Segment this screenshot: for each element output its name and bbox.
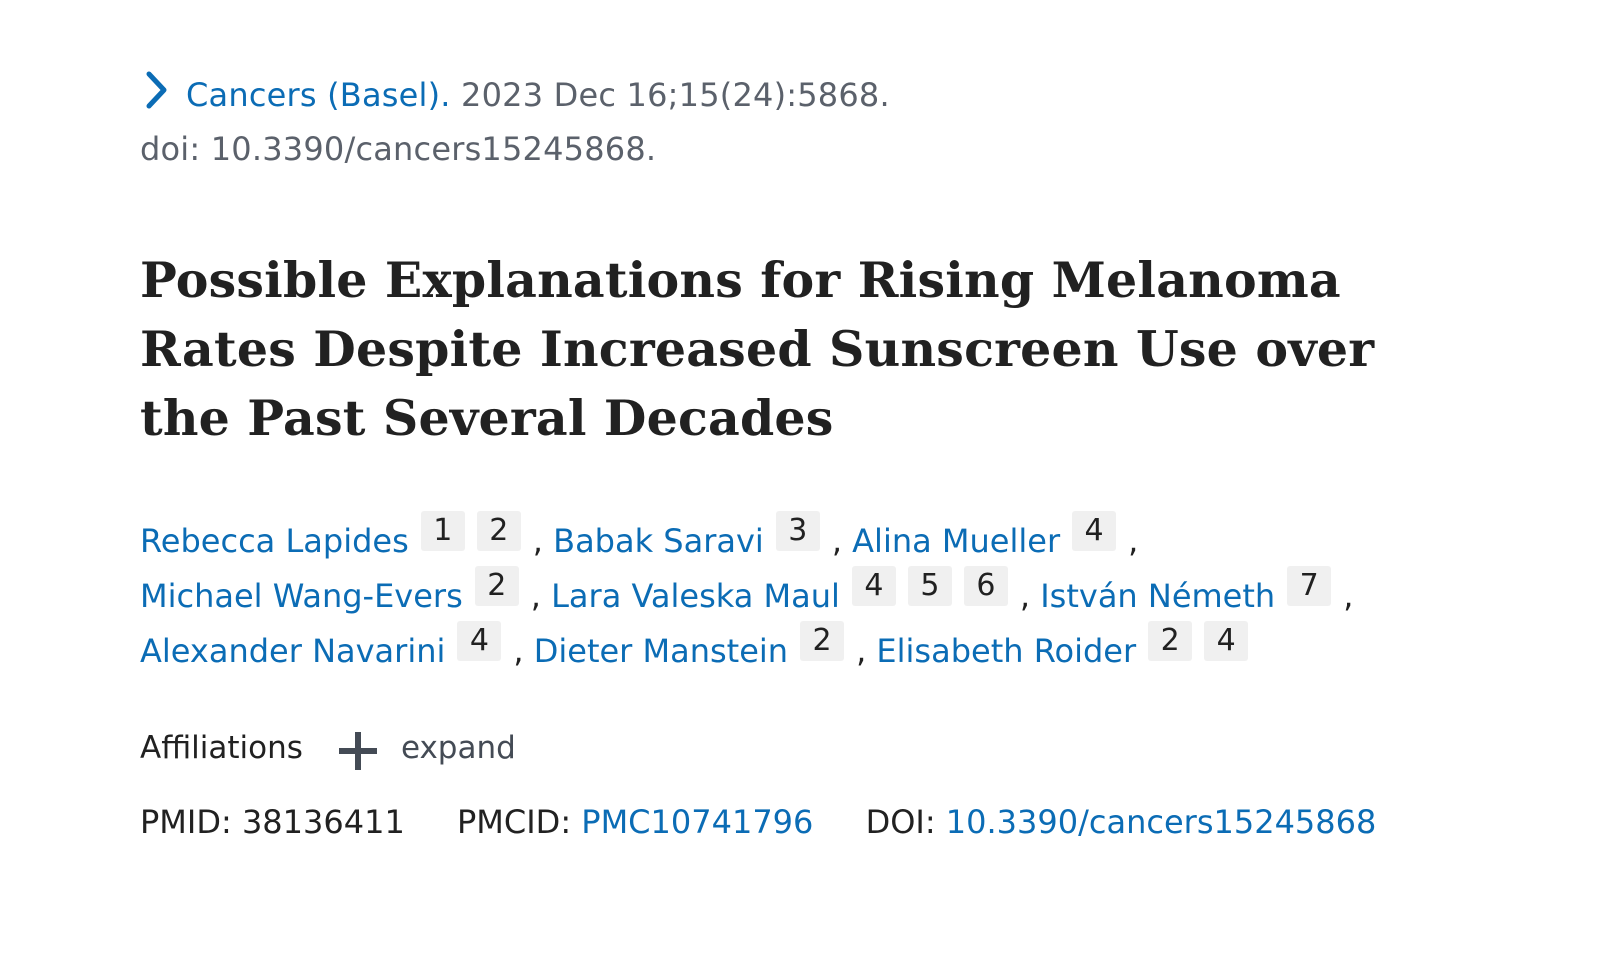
author-name-link[interactable]: Dieter Manstein bbox=[533, 632, 789, 670]
citation-date: 2023 Dec 16;15(24):5868. bbox=[461, 76, 890, 114]
author-item: Michael Wang-Evers 2, bbox=[140, 566, 541, 615]
pmid: PMID: 38136411 bbox=[140, 800, 405, 844]
author-name-link[interactable]: Alexander Navarini bbox=[140, 632, 446, 670]
affiliation-badge[interactable]: 7 bbox=[1287, 566, 1332, 606]
pmcid: PMCID: PMC10741796 bbox=[457, 800, 813, 844]
affiliation-badge[interactable]: 3 bbox=[775, 511, 820, 551]
affiliations-row: Affiliations expand bbox=[140, 726, 1460, 770]
author-separator: , bbox=[513, 632, 524, 670]
affiliation-badge[interactable]: 2 bbox=[474, 566, 519, 606]
author-item: Alina Mueller 4, bbox=[852, 511, 1139, 560]
identifiers-row: PMID: 38136411 PMCID: PMC10741796 DOI: 1… bbox=[140, 800, 1460, 844]
author-item: Rebecca Lapides 1 2, bbox=[140, 511, 543, 560]
article-title: Possible Explanations for Rising Melanom… bbox=[140, 251, 1375, 447]
affiliation-badge[interactable]: 4 bbox=[457, 621, 502, 661]
authors-list: Rebecca Lapides 1 2, Babak Saravi 3, Alina … bbox=[140, 511, 1460, 676]
author-separator: , bbox=[1343, 577, 1354, 615]
affiliation-badge[interactable]: 4 bbox=[1072, 511, 1117, 551]
citation-block: Cancers (Basel). 2023 Dec 16;15(24):5868… bbox=[140, 70, 1460, 174]
author-item: Elisabeth Roider 2 4 bbox=[876, 621, 1250, 670]
journal-link[interactable]: Cancers (Basel). bbox=[186, 76, 451, 114]
affiliation-badge[interactable]: 4 bbox=[851, 566, 896, 606]
affiliation-badge[interactable]: 4 bbox=[1204, 621, 1249, 661]
author-separator: , bbox=[1019, 577, 1031, 615]
author-name-link[interactable]: Lara Valeska Maul bbox=[551, 577, 840, 615]
affiliation-badge[interactable]: 2 bbox=[1148, 621, 1193, 661]
pmid-value: 38136411 bbox=[241, 803, 405, 841]
author-item: Alexander Navarini 4, bbox=[140, 621, 524, 670]
author-separator: , bbox=[1128, 522, 1139, 560]
pmcid-link[interactable]: PMC10741796 bbox=[581, 803, 814, 841]
plus-icon bbox=[338, 732, 377, 770]
author-separator: , bbox=[856, 632, 867, 670]
article-header: Cancers (Basel). 2023 Dec 16;15(24):5868… bbox=[140, 70, 1460, 844]
chevron-right-icon[interactable] bbox=[140, 70, 186, 124]
expand-label: expand bbox=[400, 730, 516, 766]
author-name-link[interactable]: István Németh bbox=[1040, 577, 1276, 615]
affiliations-label: Affiliations bbox=[140, 730, 303, 766]
citation-doi: doi: 10.3390/cancers15245868. bbox=[140, 130, 657, 168]
affiliation-badge[interactable]: 2 bbox=[476, 511, 521, 551]
author-name-link[interactable]: Elisabeth Roider bbox=[876, 632, 1137, 670]
doi: DOI: 10.3390/cancers15245868 bbox=[866, 800, 1377, 844]
author-name-link[interactable]: Alina Mueller bbox=[852, 522, 1061, 560]
affiliation-badge[interactable]: 2 bbox=[800, 621, 845, 661]
author-separator: , bbox=[532, 522, 543, 560]
affiliation-badge[interactable]: 5 bbox=[907, 566, 952, 606]
author-name-link[interactable]: Rebecca Lapides bbox=[140, 522, 409, 560]
author-item: István Németh 7, bbox=[1040, 566, 1354, 615]
author-name-link[interactable]: Babak Saravi bbox=[553, 522, 764, 560]
citation-line-1: Cancers (Basel). 2023 Dec 16;15(24):5868… bbox=[140, 70, 1460, 124]
affiliation-badge[interactable]: 6 bbox=[963, 566, 1008, 606]
author-item: Lara Valeska Maul 4 5 6, bbox=[551, 566, 1031, 615]
affiliations-expand-button[interactable]: expand bbox=[337, 726, 516, 770]
doi-link[interactable]: 10.3390/cancers15245868 bbox=[945, 803, 1377, 841]
author-item: Dieter Manstein 2, bbox=[533, 621, 867, 670]
pmid-label: PMID: bbox=[140, 803, 232, 841]
author-name-link[interactable]: Michael Wang-Evers bbox=[140, 577, 463, 615]
affiliation-badge[interactable]: 1 bbox=[420, 511, 465, 551]
author-separator: , bbox=[831, 522, 842, 560]
pmcid-label: PMCID: bbox=[456, 803, 572, 841]
author-item: Babak Saravi 3, bbox=[553, 511, 842, 560]
doi-label: DOI: bbox=[865, 803, 936, 841]
author-separator: , bbox=[530, 577, 541, 615]
